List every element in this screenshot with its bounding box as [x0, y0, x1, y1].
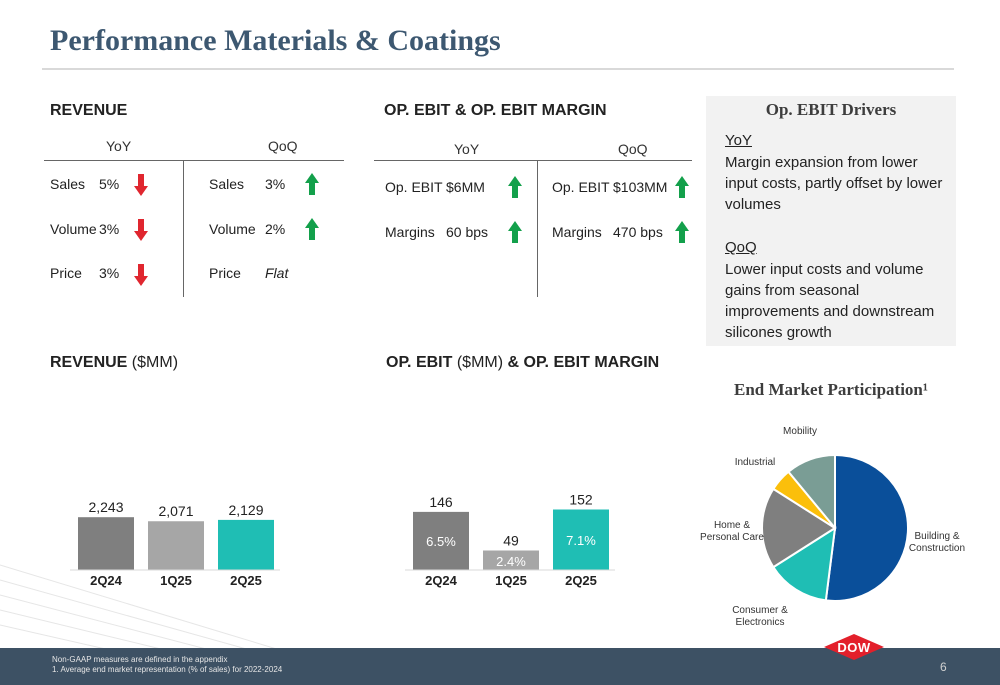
ebit-chart-heading-unit: ($MM) [452, 354, 504, 371]
revenue-qoq-volume-label: Volume [209, 221, 256, 237]
footer-bar [0, 648, 1000, 685]
revenue-chart-heading: REVENUE ($MM) [50, 354, 178, 372]
pie-slice-label: Home & Personal Care [700, 520, 764, 543]
revenue-value-label: 2,243 [88, 499, 123, 515]
footer-note-end-market: 1. Average end market representation (% … [52, 665, 283, 674]
revenue-yoy-price-value: 3% [99, 265, 120, 281]
ebit-bar-2Q25 [553, 509, 609, 570]
ebit-value-label: 49 [503, 532, 519, 548]
revenue-category-label: 2Q24 [90, 573, 123, 588]
revenue-qoq-label: QoQ [268, 138, 298, 154]
pie-slice-label: Industrial [735, 457, 776, 468]
arrow-up-icon [675, 221, 689, 243]
pie-slice [771, 526, 837, 602]
footer-note-nongaap: Non-GAAP measures are defined in the app… [52, 655, 228, 664]
ebit-qoq-margins-label: Margins [552, 224, 602, 240]
ebit-margin-label: 2.4% [496, 554, 526, 569]
arrow-down-icon [134, 219, 148, 241]
decorative-lines [0, 564, 280, 650]
ebit-table-rule [374, 160, 692, 161]
ebit-heading: OP. EBIT & OP. EBIT MARGIN [384, 102, 607, 119]
drivers-qoq-heading: QoQ [725, 239, 757, 256]
revenue-qoq-volume-value: 2% [265, 221, 286, 237]
ebit-table-divider [537, 161, 538, 297]
ebit-bar-chart: 146 2Q24 6.5% 49 1Q25 2.4% 152 2Q25 7.1% [405, 492, 615, 588]
ebit-category-label: 1Q25 [495, 573, 527, 588]
pie-slice-label: Consumer & Electronics [732, 605, 788, 628]
title-divider [42, 68, 954, 70]
arrow-up-icon [508, 176, 522, 198]
ebit-margin-label: 7.1% [566, 533, 596, 548]
revenue-yoy-price-label: Price [50, 265, 82, 281]
ebit-value-label: 152 [569, 492, 593, 508]
pie-slice [761, 487, 837, 569]
revenue-yoy-sales-label: Sales [50, 176, 86, 192]
arrow-up-icon [305, 173, 319, 195]
revenue-qoq-sales-label: Sales [209, 176, 245, 192]
revenue-chart-heading-bold: REVENUE [50, 354, 128, 371]
revenue-bar-1Q25 [148, 521, 204, 570]
drivers-qoq-text: Lower input costs and volume gains from … [725, 261, 935, 341]
revenue-bar-2Q25 [218, 519, 274, 570]
revenue-category-label: 2Q25 [230, 573, 262, 588]
ebit-yoy-label: YoY [454, 141, 480, 157]
revenue-heading: REVENUE [50, 102, 128, 119]
ebit-qoq-ebit-label: Op. EBIT [552, 179, 610, 195]
ebit-bar-1Q25 [483, 550, 539, 570]
drivers-yoy-text: Margin expansion from lower input costs,… [725, 154, 943, 213]
arrow-up-icon [508, 221, 522, 243]
ebit-qoq-ebit-value: $103MM [613, 179, 668, 195]
revenue-yoy-volume-value: 3% [99, 221, 120, 237]
arrow-up-icon [305, 218, 319, 240]
revenue-qoq-price-value: Flat [265, 265, 289, 281]
revenue-bar-chart: 2,243 2Q24 2,071 1Q25 2,129 2Q25 [70, 499, 280, 588]
ebit-yoy-margins-label: Margins [385, 224, 435, 240]
revenue-table-rule [44, 160, 344, 161]
arrow-down-icon [134, 174, 148, 196]
revenue-value-label: 2,071 [158, 503, 193, 519]
ebit-margin-label: 6.5% [426, 534, 456, 549]
pie-slice [824, 453, 909, 602]
svg-text:DOW: DOW [837, 640, 871, 655]
ebit-qoq-label: QoQ [618, 141, 648, 157]
revenue-value-label: 2,129 [228, 502, 263, 518]
revenue-yoy-label: YoY [106, 138, 132, 154]
pie-slice [787, 453, 836, 531]
page-number: 6 [940, 660, 947, 674]
ebit-yoy-ebit-label: Op. EBIT [385, 179, 443, 195]
ebit-chart-heading: OP. EBIT ($MM) & OP. EBIT MARGIN [386, 354, 659, 372]
ebit-yoy-margins-value: 60 bps [446, 224, 489, 240]
drivers-yoy-heading: YoY [725, 132, 752, 149]
end-market-title: End Market Participation¹ [734, 380, 928, 399]
ebit-drivers-panel [706, 96, 956, 346]
revenue-yoy-sales-value: 5% [99, 176, 120, 192]
revenue-category-label: 1Q25 [160, 573, 192, 588]
revenue-qoq-price-label: Price [209, 265, 241, 281]
revenue-table-divider [183, 161, 184, 297]
revenue-chart-heading-unit: ($MM) [127, 354, 179, 371]
pie-slice-label: Mobility [783, 426, 817, 437]
arrow-up-icon [675, 176, 689, 198]
ebit-drivers-title: Op. EBIT Drivers [765, 100, 897, 119]
pie-slice-label: Building & Construction [909, 531, 965, 554]
dow-logo-icon: DOW [824, 634, 884, 660]
ebit-qoq-margins-value: 470 bps [613, 224, 663, 240]
ebit-bar-2Q24 [413, 511, 469, 570]
revenue-qoq-sales-value: 3% [265, 176, 286, 192]
arrow-down-icon [134, 264, 148, 286]
ebit-category-label: 2Q24 [425, 573, 458, 588]
page-title: Performance Materials & Coatings [50, 24, 501, 57]
ebit-category-label: 2Q25 [565, 573, 597, 588]
ebit-yoy-ebit-value: $6MM [446, 179, 485, 195]
revenue-yoy-volume-label: Volume [50, 221, 97, 237]
end-market-pie-chart: Building & Construction Consumer & Electron… [700, 426, 965, 628]
ebit-value-label: 146 [429, 494, 453, 510]
revenue-bar-2Q24 [78, 517, 134, 570]
ebit-chart-heading-bold: OP. EBIT [386, 354, 453, 371]
ebit-chart-heading-margin: & OP. EBIT MARGIN [503, 354, 660, 371]
